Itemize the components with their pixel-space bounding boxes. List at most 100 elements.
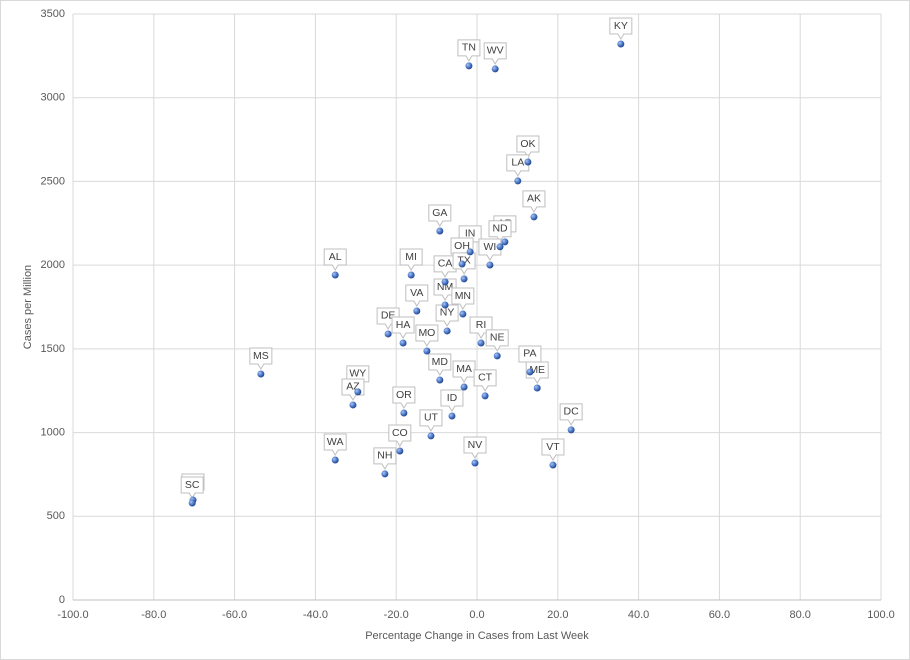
point [441,278,449,286]
data-label: WI [478,238,502,261]
label-callout [405,284,429,307]
point [436,227,444,235]
data-label: UT [419,409,443,432]
x-tick-label: 0.0 [469,609,484,621]
data-label: ID [440,389,464,412]
point [549,461,557,469]
label-callout [415,324,439,348]
label-callout [473,369,497,392]
point [459,310,467,318]
point-label: RI [476,319,487,331]
point [349,401,357,409]
label-callout [506,154,530,177]
point-label: AL [329,251,342,263]
point [466,248,474,256]
y-tick-label: 1500 [41,343,65,355]
point [400,409,408,417]
data-label: DC [559,403,583,426]
x-tick-label: -60.0 [222,609,247,621]
label-callout [428,353,452,376]
point [460,275,468,283]
point [491,65,499,73]
point-label: WA [327,436,344,448]
label-callout [485,329,509,352]
data-label: MN [451,287,475,311]
x-tick-label: -100.0 [57,609,88,621]
point [496,243,504,251]
point [384,330,392,338]
data-label: MI [399,248,423,271]
point-label: GA [432,207,447,219]
point [460,383,468,391]
data-label: NV [463,436,487,460]
point-label: OH [454,240,470,252]
y-tick-label: 3000 [41,92,65,104]
point-label: OK [520,138,535,150]
label-callout [428,204,452,227]
point-label: NV [468,439,483,451]
point [448,412,456,420]
point [407,271,415,279]
point-label: UT [424,412,439,424]
x-tick-label: 20.0 [547,609,568,621]
label-callout [388,424,412,447]
label-callout [419,409,443,432]
data-label: HA [391,316,415,339]
point-label: NM [437,281,453,293]
y-tick-label: 2500 [41,175,65,187]
point [413,307,421,315]
point [501,238,509,246]
point-label: MN [455,290,471,302]
point-label: IN [465,228,476,240]
y-tick-label: 1000 [41,426,65,438]
label-callout [323,433,347,457]
point [381,470,389,478]
point-label: VT [546,441,560,453]
point-label: DC [564,406,580,418]
data-label: TN [457,39,481,62]
data-label: SC [180,476,204,500]
x-tick-label: -80.0 [141,609,166,621]
point-label: NH [377,450,392,462]
data-label: MD [428,353,452,376]
point [471,459,479,467]
point [399,339,407,347]
point [493,352,501,360]
point [530,213,538,221]
x-tick-label: 100.0 [867,609,895,621]
point-label: PA [523,348,536,360]
point [427,432,435,440]
label-callout [457,39,481,62]
data-label: NY [435,304,459,327]
label-callout [451,287,475,311]
x-axis-title: Percentage Change in Cases from Last Wee… [365,630,589,642]
point-label: NE [490,332,505,344]
point-label: AK [527,193,541,205]
point [524,158,532,166]
label-callout [483,42,507,65]
x-tick-label: 80.0 [789,609,810,621]
label-callout [323,248,347,271]
point [441,301,449,309]
label-callout [433,278,457,301]
data-label: CT [473,369,497,392]
label-callout [541,438,565,462]
point [436,376,444,384]
data-label: MS [249,347,273,370]
data-label: AK [522,190,546,213]
point-label: MO [418,327,435,339]
label-callout [559,403,583,426]
point [481,392,489,400]
point-label: CA [438,258,453,270]
label-callout [516,135,540,158]
label-callout [249,347,273,370]
y-axis-title: Cases per Million [22,265,34,349]
x-tick-label: -20.0 [384,609,409,621]
label-callout [488,220,512,243]
point [533,384,541,392]
data-label: KY [609,17,633,40]
point-label: HA [396,319,411,331]
data-label: VA [405,284,429,307]
